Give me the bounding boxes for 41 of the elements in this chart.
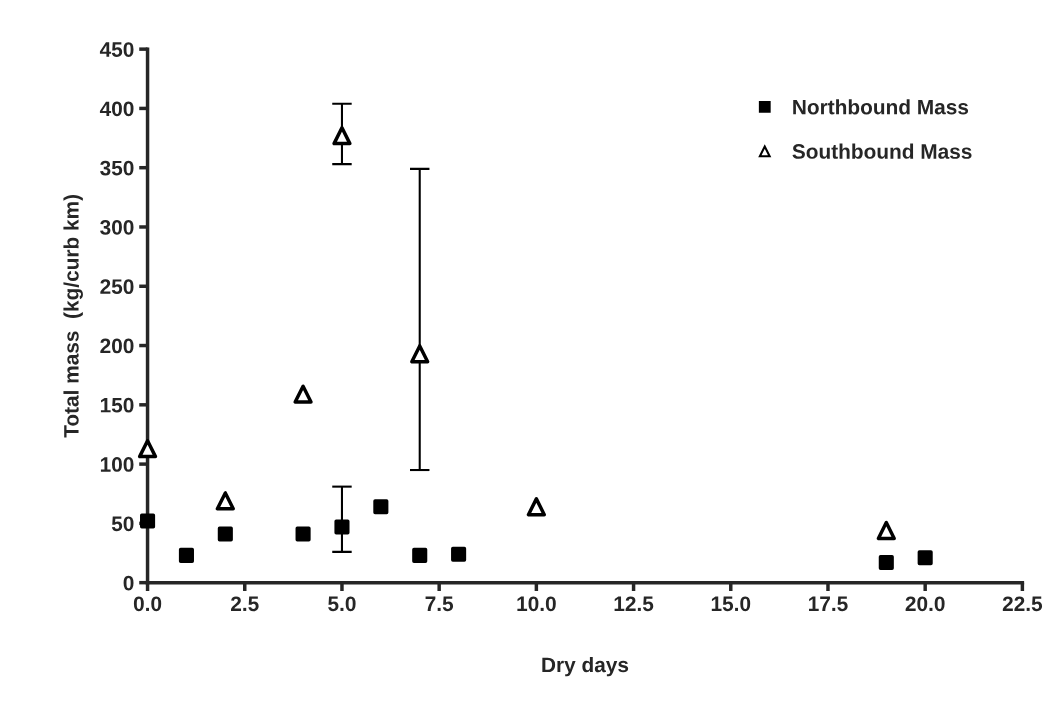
y-tick-label: 250 bbox=[100, 279, 134, 295]
point bbox=[217, 526, 233, 542]
point bbox=[410, 344, 430, 364]
point bbox=[412, 547, 428, 563]
point bbox=[332, 126, 352, 146]
x-tick-label: 2.5 bbox=[231, 596, 259, 612]
y-tick-label: 150 bbox=[100, 397, 134, 413]
y-tick-label: 300 bbox=[100, 219, 134, 235]
x-axis-title: Dry days bbox=[542, 656, 629, 677]
point bbox=[215, 491, 235, 511]
point bbox=[373, 499, 389, 515]
legend-label: Northbound Mass bbox=[793, 99, 969, 115]
y-tick-label: 0 bbox=[123, 575, 134, 591]
point bbox=[178, 547, 194, 563]
y-tick-label: 350 bbox=[100, 160, 134, 176]
y-tick-label: 200 bbox=[100, 338, 134, 354]
point bbox=[451, 546, 467, 562]
point bbox=[295, 526, 311, 542]
point bbox=[526, 497, 547, 517]
legend-label: Southbound Mass bbox=[792, 143, 972, 159]
x-tick-label: 22.5 bbox=[1002, 596, 1043, 612]
point bbox=[137, 439, 158, 459]
x-tick-label: 7.5 bbox=[425, 596, 454, 612]
point bbox=[876, 520, 896, 541]
x-tick-label: 20.0 bbox=[905, 596, 945, 612]
y-tick-label: 100 bbox=[100, 457, 134, 472]
point bbox=[917, 550, 933, 566]
y-axis-title: Total mass (kg/curb km) bbox=[63, 194, 83, 438]
x-tick-label: 5.0 bbox=[328, 596, 356, 612]
x-tick-label: 10.0 bbox=[517, 596, 556, 612]
x-tick-label: 12.5 bbox=[614, 596, 654, 612]
y-tick-label: 50 bbox=[111, 516, 134, 532]
point bbox=[878, 554, 894, 571]
point bbox=[140, 513, 156, 529]
point bbox=[293, 384, 313, 404]
x-tick-label: 15.0 bbox=[711, 596, 751, 612]
x-tick-label: 0.0 bbox=[133, 596, 162, 612]
y-tick-label: 400 bbox=[99, 101, 134, 117]
point bbox=[334, 519, 350, 535]
x-tick-label: 17.5 bbox=[809, 596, 848, 612]
y-tick-label: 450 bbox=[99, 42, 134, 57]
